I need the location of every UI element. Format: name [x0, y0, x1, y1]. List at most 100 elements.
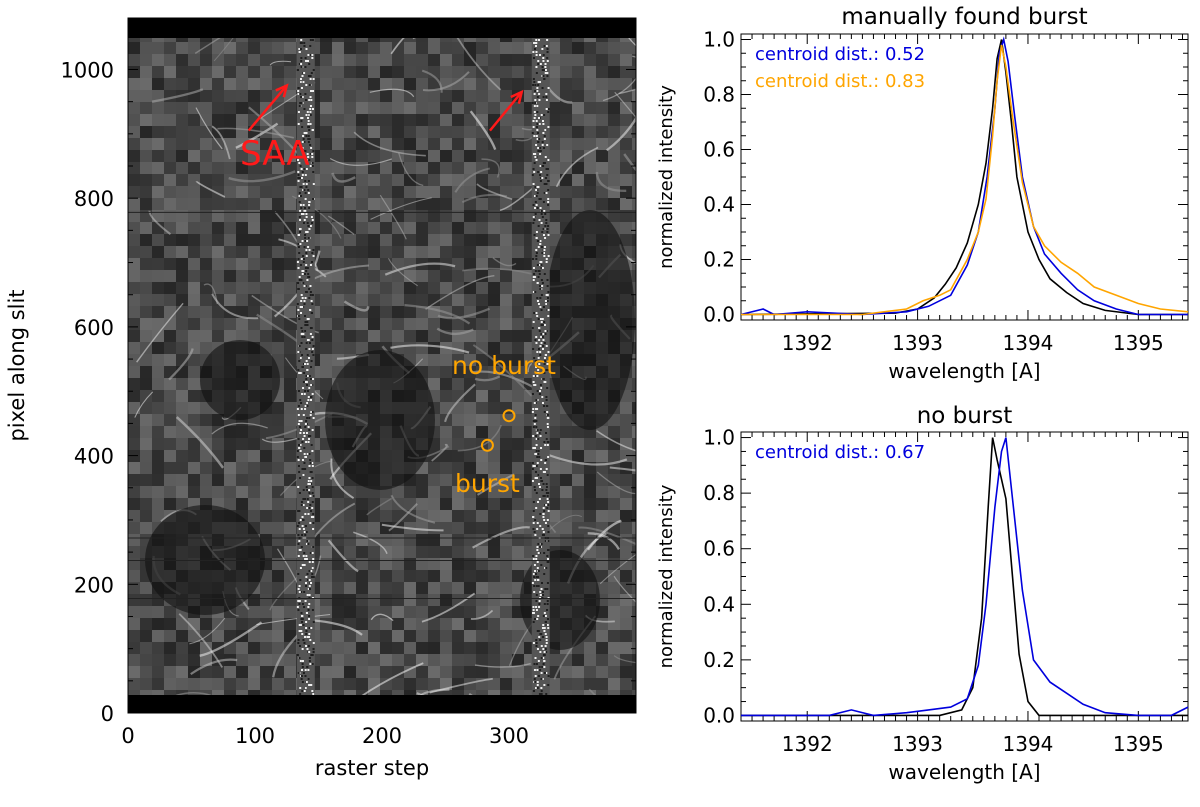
raster-cell [452, 210, 464, 222]
noise-speckle [542, 471, 545, 473]
noise-speckle [310, 510, 313, 512]
noise-speckle [305, 291, 308, 293]
raster-cell [164, 162, 176, 174]
raster-cell [260, 534, 272, 546]
noise-speckle [539, 429, 542, 431]
noise-speckle [543, 210, 546, 212]
raster-cell [452, 414, 464, 426]
raster-cell [632, 54, 636, 66]
raster-cell [488, 102, 500, 114]
fibril-stroke [404, 304, 471, 325]
noise-speckle [541, 246, 544, 248]
raster-cell [392, 318, 404, 330]
noise-speckle [309, 684, 312, 686]
noise-speckle [546, 624, 549, 626]
noise-speckle [539, 177, 542, 179]
noise-speckle [303, 564, 306, 566]
raster-cell [152, 150, 164, 162]
noise-speckle [534, 477, 537, 479]
noise-speckle [543, 183, 546, 185]
noise-speckle [541, 69, 544, 71]
noise-speckle [535, 453, 538, 455]
raster-cell [608, 642, 620, 654]
raster-cell [608, 546, 620, 558]
raster-cell [608, 162, 620, 174]
noise-speckle [311, 429, 314, 431]
noise-speckle [300, 42, 303, 44]
noise-speckle [301, 459, 304, 461]
fibril-stroke [175, 416, 225, 469]
raster-cell [284, 246, 296, 258]
noise-speckle [534, 519, 537, 521]
noise-speckle [298, 492, 301, 494]
noise-speckle [535, 255, 538, 257]
raster-cell [608, 114, 620, 126]
raster-cell [440, 198, 452, 210]
raster-cell [464, 186, 476, 198]
noise-speckle [543, 651, 546, 653]
raster-cell [368, 666, 380, 678]
raster-cell [320, 282, 332, 294]
raster-cell [152, 258, 164, 270]
raster-cell [128, 318, 140, 330]
raster-cell [176, 210, 188, 222]
raster-cell [128, 354, 140, 366]
raster-cell [152, 66, 164, 78]
y-tick-label: 1.0 [703, 426, 735, 450]
raster-cell [284, 54, 296, 66]
raster-cell [188, 342, 200, 354]
raster-cell [392, 114, 404, 126]
raster-cell [140, 90, 152, 102]
noise-speckle [309, 552, 312, 554]
noise-speckle [311, 492, 314, 494]
noise-speckle [547, 189, 550, 191]
noise-speckle [535, 336, 538, 338]
raster-cell [500, 138, 512, 150]
noise-speckle [300, 63, 303, 65]
raster-cell [128, 630, 140, 642]
noise-speckle [542, 507, 545, 509]
raster-cell [416, 666, 428, 678]
noise-speckle [306, 594, 309, 596]
noise-speckle [300, 501, 303, 503]
raster-cell [512, 78, 524, 90]
x-tick-label: 200 [362, 724, 402, 748]
noise-speckle [302, 414, 305, 416]
noise-speckle [304, 456, 307, 458]
noise-speckle [534, 153, 537, 155]
raster-cell [620, 438, 632, 450]
raster-cell [236, 282, 248, 294]
raster-cell [452, 366, 464, 378]
raster-cell [620, 426, 632, 438]
raster-cell [368, 174, 380, 186]
noise-speckle [543, 372, 546, 374]
raster-cell [380, 498, 392, 510]
noise-speckle [303, 690, 306, 692]
raster-cell [608, 558, 620, 570]
raster-cell [440, 210, 452, 222]
raster-cell [476, 138, 488, 150]
raster-cell [356, 102, 368, 114]
noise-speckle [536, 372, 539, 374]
noise-speckle [302, 639, 305, 641]
noise-speckle [533, 105, 536, 107]
noise-speckle [304, 99, 307, 101]
raster-cell [608, 210, 620, 222]
raster-cell [572, 66, 584, 78]
noise-speckle [534, 291, 537, 293]
raster-cell [512, 174, 524, 186]
raster-cell [380, 282, 392, 294]
raster-cell [488, 414, 500, 426]
noise-speckle [535, 195, 538, 197]
y-tick-label: 0.4 [703, 193, 735, 217]
raster-cell [128, 138, 140, 150]
noise-speckle [533, 564, 536, 566]
raster-cell [248, 498, 260, 510]
noise-speckle [299, 693, 302, 695]
raster-cell [596, 78, 608, 90]
raster-cell [224, 198, 236, 210]
raster-cell [620, 138, 632, 150]
fibril-stroke [379, 194, 407, 240]
noise-speckle [301, 564, 304, 566]
noise-speckle [307, 396, 310, 398]
